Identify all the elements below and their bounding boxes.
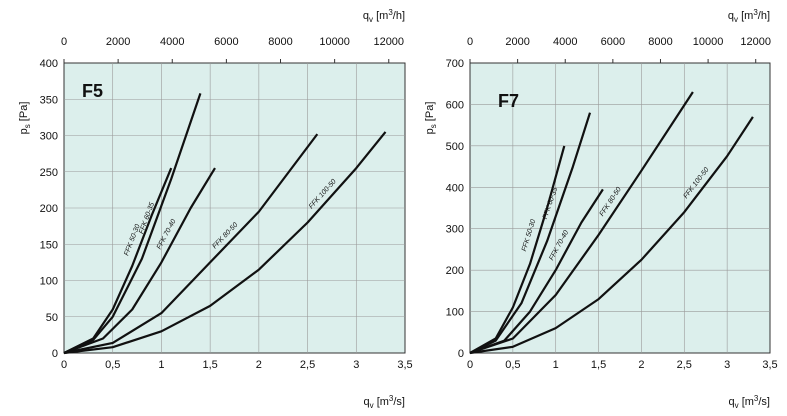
chart1-x-tick-label: 3: [353, 359, 359, 371]
chart2-x-tick-label: 0,5: [505, 359, 520, 371]
chart1-y-tick-label: 150: [40, 239, 58, 251]
chart2-series-line-2: [469, 112, 592, 354]
chart1-x2-tick-label: 0: [61, 36, 67, 48]
chart1-x2-axis-label: qv [m3/h]: [363, 8, 405, 24]
chart2-x-tick-label: 0: [467, 359, 473, 371]
chart2-y-tick-label: 200: [446, 265, 464, 277]
chart1-y-tick-label: 200: [40, 203, 58, 215]
chart2-y-tick-label: 600: [446, 99, 464, 111]
chart1-x-tick-label: 1,5: [202, 359, 217, 371]
chart2-y-tick-label: 300: [446, 224, 464, 236]
chart1-x2-tick-label: 12000: [373, 36, 404, 48]
chart2-x2-tick-label: 4000: [553, 36, 577, 48]
chart1-y-tick-label: 400: [40, 58, 58, 70]
chart1-y-tick-label: 100: [40, 276, 58, 288]
chart2-y-tick-label: 700: [446, 58, 464, 70]
chart1-series-line-2: [63, 93, 202, 355]
chart1-x-tick-label: 3,5: [397, 359, 412, 371]
chart2-x-tick-label: 1,5: [591, 359, 606, 371]
chart2-x2-tick-label: 8000: [648, 36, 672, 48]
chart1-x2-tick-label: 6000: [214, 36, 238, 48]
chart2-x-axis-label: qv [m3/s]: [729, 394, 770, 410]
chart1-y-tick-label: 50: [46, 312, 58, 324]
chart1-x2-tick-label: 8000: [268, 36, 292, 48]
chart1-y-tick-label: 0: [52, 348, 58, 360]
chart1-y-tick-label: 300: [40, 131, 58, 143]
chart1-x-tick-label: 1: [158, 359, 164, 371]
chart1-x-tick-label: 2,5: [300, 359, 315, 371]
chart1-x-tick-label: 0,5: [105, 359, 120, 371]
chart2-y-axis-label: ps [Pa]: [424, 102, 438, 135]
chart1-series-line-5: [63, 131, 387, 355]
chart1-y-axis-label: ps [Pa]: [18, 102, 32, 135]
chart2-series-line-1: [469, 145, 566, 354]
chart1-series-line-3: [63, 167, 216, 355]
chart2-x-tick-label: 2: [638, 359, 644, 371]
chart2-x-tick-label: 3,5: [762, 359, 777, 371]
chart1-x2-tick-label: 2000: [106, 36, 130, 48]
chart2-series-line-4: [469, 91, 694, 355]
chart1-y-tick-label: 250: [40, 167, 58, 179]
chart2-series-line-5: [469, 116, 754, 355]
chart2-x-tick-label: 2,5: [677, 359, 692, 371]
chart2-x2-tick-label: 6000: [601, 36, 625, 48]
chart2-y-tick-label: 100: [446, 307, 464, 319]
chart1-y-tick-label: 350: [40, 94, 58, 106]
chart2-x-tick-label: 1: [553, 359, 559, 371]
chart2-x2-tick-label: 12000: [740, 36, 771, 48]
chart2-x2-tick-label: 10000: [693, 36, 724, 48]
chart2-y-tick-label: 400: [446, 182, 464, 194]
chart2-title: F7: [498, 91, 519, 111]
chart2-x2-tick-label: 2000: [505, 36, 529, 48]
chart1-x2-tick-label: 10000: [319, 36, 350, 48]
chart1-x-tick-label: 0: [61, 359, 67, 371]
chart1-x2-tick-label: 4000: [160, 36, 184, 48]
chart2-x2-axis-label: qv [m3/h]: [728, 8, 770, 24]
chart1-series-line-4: [63, 133, 319, 355]
chart1-title: F5: [82, 81, 103, 101]
chart1-x-axis-label: qv [m3/s]: [364, 394, 405, 410]
chart2-y-tick-label: 0: [458, 348, 464, 360]
chart2-y-tick-label: 500: [446, 141, 464, 153]
chart2-x-tick-label: 3: [724, 359, 730, 371]
chart1-x-tick-label: 2: [256, 359, 262, 371]
chart2-x2-tick-label: 0: [467, 36, 473, 48]
